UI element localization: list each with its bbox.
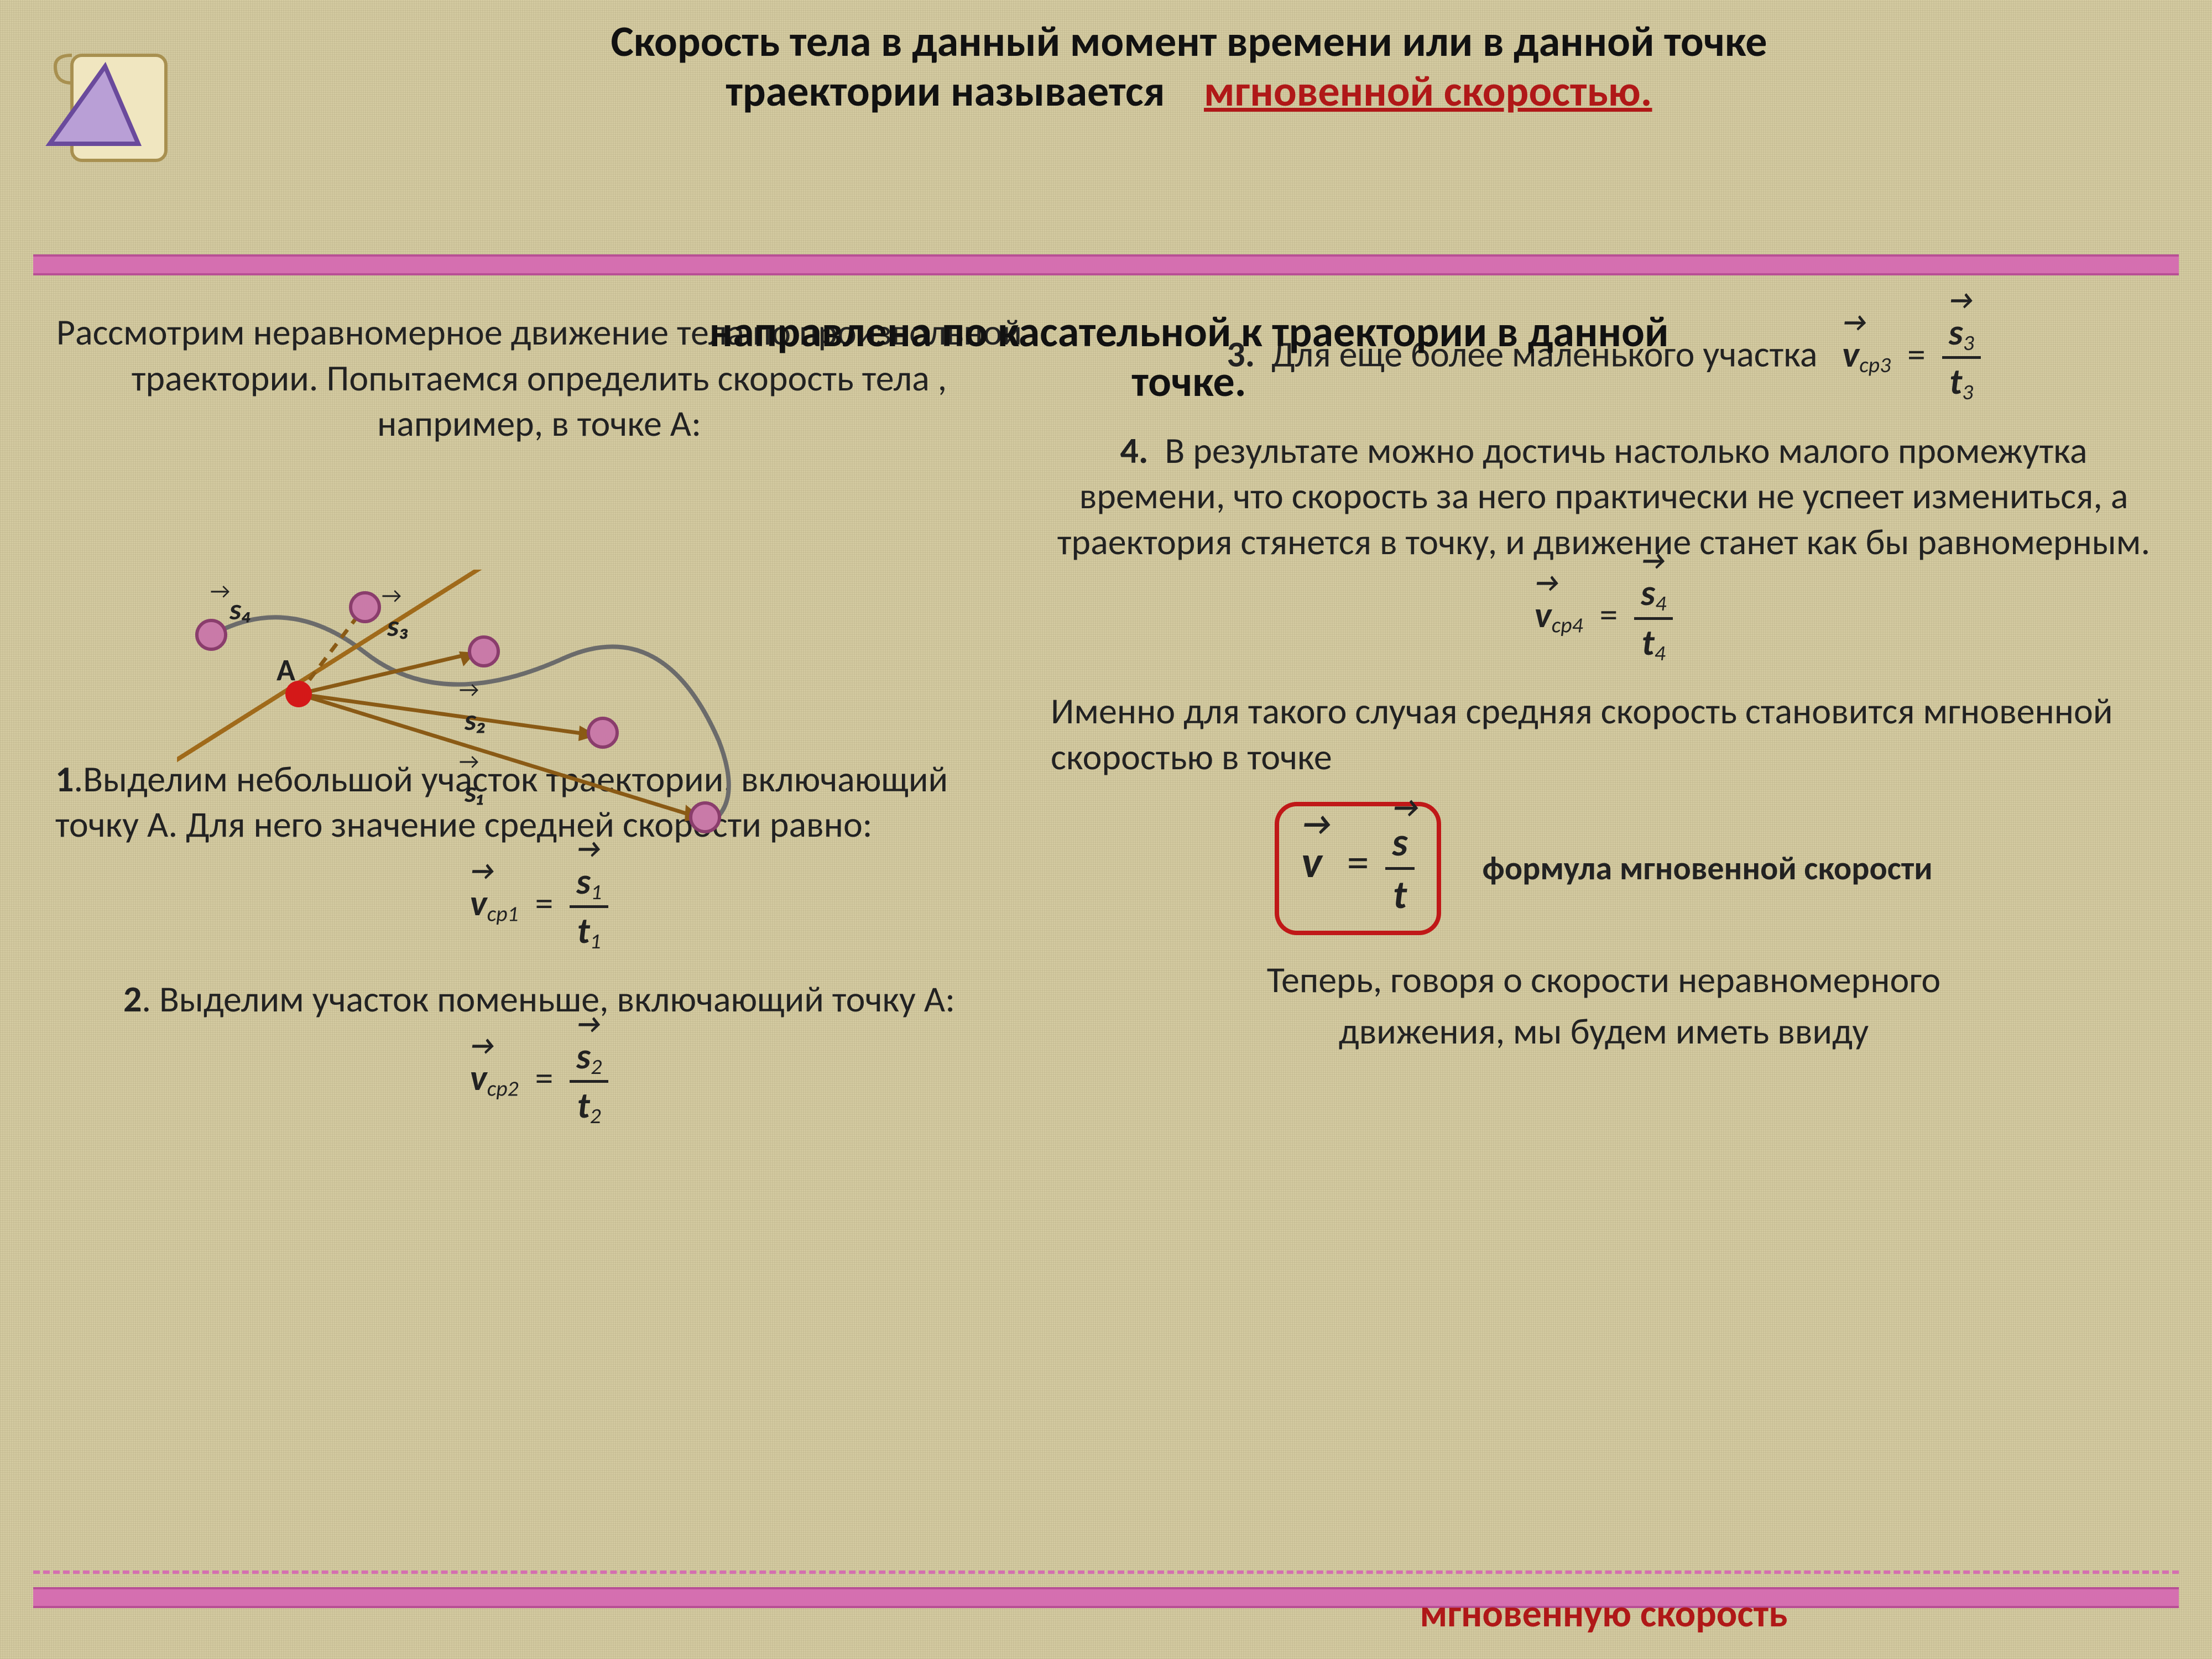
right-step-4: 4. В результате можно достичь настолько …	[1051, 428, 2157, 666]
slide-title: Скорость тела в данный момент времени ил…	[221, 17, 2157, 116]
step4-num: 4.	[1120, 428, 1148, 473]
title-line-1: Скорость тела в данный момент времени ил…	[221, 17, 2157, 66]
sub-s1: 1	[591, 878, 602, 905]
svg-text:s₁: s₁	[464, 774, 484, 810]
sub-t2: 2	[590, 1102, 601, 1129]
sym-v1: v	[470, 880, 487, 926]
sub-t1: 1	[590, 927, 601, 954]
step4-text: В результате можно достичь настолько мал…	[1057, 428, 2150, 564]
sub-s2: 2	[591, 1053, 602, 1080]
instant-formula-row: v = s t формула мгновенной скорости	[1051, 802, 2157, 935]
sym-v2: v	[470, 1055, 487, 1101]
formula-vcp1: vср1 = s1 t1	[55, 859, 1023, 955]
sub-t4n: 4	[1655, 639, 1666, 666]
svg-text:s₂: s₂	[464, 702, 487, 738]
formula-vcp4: vср4 = s4 t4	[1051, 570, 2157, 666]
sub-cp1: ср1	[487, 900, 519, 927]
title-line-2a: траектории называется	[726, 65, 1165, 117]
sym-t4: t	[1642, 620, 1655, 665]
sym-t1: t	[577, 908, 590, 953]
sub-cp2: ср2	[487, 1074, 519, 1102]
title-continuation: направлена по касательной к траектории в…	[221, 307, 2157, 406]
sub-s4n: 4	[1655, 589, 1666, 617]
divider-dashed	[33, 1571, 2179, 1574]
eq4: =	[1599, 592, 1618, 637]
overlap-line-1: направлена по касательной к траектории в…	[709, 305, 1669, 358]
title-red: мгновенной скоростью.	[1204, 65, 1652, 117]
step1-num: 1	[55, 757, 74, 801]
left-step-2: 2. Выделим участок поменьше, включающий …	[55, 977, 1023, 1129]
slide-icon	[33, 33, 177, 177]
bottom-red-text: мгновенную скорость	[1051, 1589, 2157, 1637]
formula-label: формула мгновенной скорости	[1482, 848, 1932, 889]
eq5: =	[1347, 836, 1369, 889]
svg-text:s₄: s₄	[229, 591, 252, 628]
sym-t: t	[1393, 870, 1407, 919]
svg-text:→: →	[210, 577, 230, 604]
step2-text: . Выделим участок поменьше, включающий т…	[142, 977, 955, 1021]
eq1: =	[535, 880, 553, 925]
svg-text:→: →	[382, 582, 401, 609]
right-conclusion: Именно для такого случая средняя скорост…	[1051, 688, 2157, 780]
svg-text:А: А	[276, 651, 295, 689]
trajectory-diagram: А s₄ s₃ s₂ s₁ → → → →	[177, 570, 785, 857]
sym-t2: t	[577, 1083, 590, 1128]
sym-s1: s	[576, 859, 591, 905]
svg-text:s₃: s₃	[387, 608, 409, 644]
sub-cp4: ср4	[1552, 612, 1583, 639]
sym-s: s	[1392, 817, 1407, 867]
sym-v4: v	[1535, 592, 1552, 638]
eq2: =	[535, 1055, 553, 1100]
svg-text:→: →	[459, 676, 479, 703]
overlap-line-2: точке.	[1131, 355, 1246, 408]
sym-v: v	[1301, 835, 1322, 890]
divider-top	[33, 254, 2179, 275]
sym-s2: s	[576, 1034, 591, 1079]
right-p6: Теперь, говоря о скорости неравномерного	[1051, 957, 2157, 1003]
svg-text:→: →	[459, 748, 479, 775]
right-column: 3. Для еще более маленького участка vср3…	[1051, 310, 2157, 1076]
step2-num: 2	[123, 977, 142, 1021]
sym-s4: s	[1641, 570, 1655, 616]
right-p7: движения, мы будем иметь ввиду	[1051, 1009, 2157, 1055]
formula-vcp2: vср2 = s2 t2	[55, 1034, 1023, 1130]
instant-formula-box: v = s t	[1275, 802, 1441, 935]
